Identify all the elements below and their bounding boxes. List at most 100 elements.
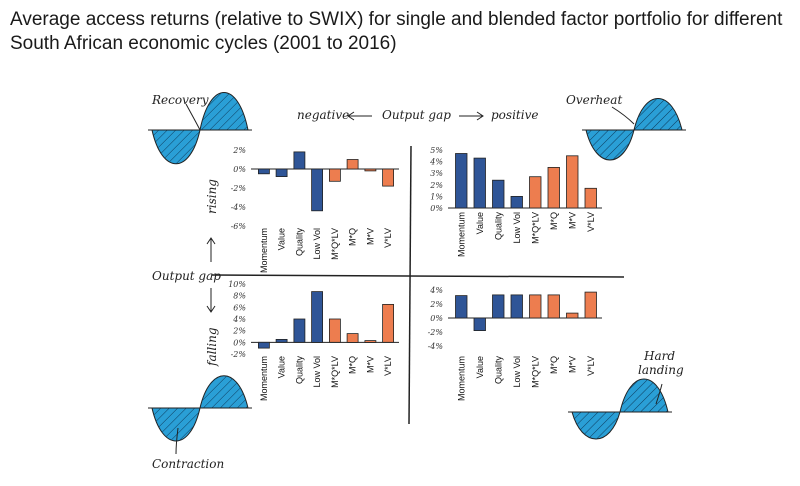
bar-overheat	[584, 187, 597, 209]
ytick-recovery: -4%	[231, 203, 247, 212]
recovery-wave-right-hatch	[200, 92, 248, 130]
bar-hard-landing	[584, 291, 597, 319]
bar-contraction	[293, 318, 306, 343]
horizontal-divider	[211, 274, 625, 278]
phase-label-contraction: Contraction	[152, 457, 224, 471]
bar-overheat	[473, 157, 486, 209]
bar-recovery	[311, 168, 324, 212]
label-output-gap-left: Output gap	[152, 269, 221, 283]
bar-contraction	[364, 340, 377, 343]
ytick-contraction: 6%	[233, 303, 246, 312]
arrow-down-left	[206, 288, 216, 313]
bar-overheat	[566, 155, 579, 209]
label-output-gap-top: Output gap	[382, 108, 451, 122]
recovery-illustration: Recovery	[148, 92, 252, 164]
ytick-hard-landing: -4%	[428, 342, 444, 351]
ytick-overheat: 3%	[430, 169, 443, 178]
overheat-wave-left-hatch	[586, 130, 634, 160]
bar-recovery	[346, 159, 359, 170]
category-label-hard-landing: Momentum	[456, 356, 466, 401]
bar-contraction	[346, 333, 359, 343]
phase-label-hard-landing-line1: Hard	[643, 349, 675, 363]
ytick-contraction: -2%	[231, 350, 247, 359]
contraction-wave-left-hatch	[152, 408, 200, 441]
category-label-contraction: Value	[277, 356, 287, 378]
category-label-contraction: Momentum	[259, 356, 269, 401]
bar-contraction	[257, 341, 270, 349]
panel-hard-landing: 4% 2% 0% -2% -4% Momentum Value Quality Low Vol M…	[428, 286, 602, 401]
bar-overheat	[455, 153, 468, 209]
ytick-hard-landing: -2%	[428, 328, 444, 337]
category-label-contraction: M*Q*LV	[330, 356, 340, 388]
category-label-contraction: M*Q	[348, 356, 358, 374]
category-label-hard-landing: M*V	[567, 356, 577, 373]
bar-recovery	[293, 151, 306, 170]
arrow-left-top	[347, 111, 372, 121]
category-label-contraction: V*LV	[383, 356, 393, 376]
bar-hard-landing	[455, 295, 468, 319]
category-label-hard-landing: M*Q	[549, 356, 559, 374]
category-label-hard-landing: Quality	[493, 356, 503, 385]
category-label-overheat: M*Q	[549, 212, 559, 230]
category-label-hard-landing: Low Vol	[512, 356, 522, 388]
overheat-wave-right-hatch	[634, 98, 682, 130]
bar-overheat	[492, 179, 505, 209]
bar-recovery	[364, 168, 377, 172]
category-label-recovery: Value	[277, 228, 287, 250]
bar-overheat	[529, 176, 542, 209]
bar-hard-landing	[510, 294, 523, 319]
vertical-divider	[408, 145, 412, 425]
label-rising: rising	[205, 179, 219, 214]
chart-title: Average access returns (relative to SWIX…	[10, 9, 783, 54]
bar-contraction	[311, 291, 324, 343]
category-label-recovery: M*V	[365, 228, 375, 245]
bar-hard-landing	[566, 312, 579, 319]
ytick-recovery: 0%	[233, 165, 246, 174]
label-falling: falling	[205, 327, 219, 367]
ytick-contraction: 4%	[232, 315, 246, 324]
category-label-recovery: Quality	[294, 228, 304, 257]
contraction-wave-right-hatch	[200, 375, 248, 408]
category-label-recovery: Low Vol	[312, 228, 322, 260]
ytick-hard-landing: 0%	[430, 314, 443, 323]
ytick-contraction: 2%	[232, 327, 246, 336]
bar-recovery	[257, 168, 270, 175]
contraction-illustration: Contraction	[148, 375, 252, 471]
ytick-recovery: -2%	[231, 184, 247, 193]
arrow-up-left	[206, 237, 216, 262]
ytick-hard-landing: 4%	[429, 286, 443, 295]
ytick-contraction: 10%	[228, 280, 246, 289]
category-label-overheat: V*LV	[586, 212, 596, 232]
ytick-overheat: 4%	[429, 158, 443, 167]
hard-landing-wave-right-hatch	[620, 379, 668, 412]
ytick-overheat: 0%	[430, 204, 443, 213]
contraction-pointer	[175, 427, 179, 455]
bar-recovery	[382, 168, 395, 187]
bar-contraction	[275, 338, 288, 343]
hard-landing-wave-left-hatch	[572, 412, 620, 439]
ytick-contraction: 8%	[233, 292, 246, 301]
category-label-overheat: M*V	[567, 212, 577, 229]
category-label-contraction: Quality	[294, 356, 304, 385]
bar-panels: 2% 0% -2% -4% -6% Momentum Value Quality Low Vol…	[228, 146, 602, 401]
ytick-recovery: -6%	[231, 222, 247, 231]
category-label-recovery: Momentum	[259, 228, 269, 273]
category-label-overheat: Low Vol	[512, 212, 522, 244]
bar-contraction	[382, 303, 395, 343]
bar-hard-landing	[473, 317, 486, 332]
category-label-contraction: Low Vol	[312, 356, 322, 388]
ytick-contraction: 0%	[233, 338, 246, 347]
bar-recovery	[275, 168, 288, 177]
ytick-overheat: 1%	[430, 192, 443, 201]
category-label-overheat: M*Q*LV	[530, 212, 540, 244]
category-label-overheat: Value	[475, 212, 485, 234]
category-label-hard-landing: M*Q*LV	[530, 356, 540, 388]
category-label-hard-landing: Value	[475, 356, 485, 378]
hard-landing-illustration: Hard landing	[568, 349, 684, 440]
bar-overheat	[547, 166, 560, 209]
bar-overheat	[510, 195, 523, 209]
bar-hard-landing	[529, 294, 542, 319]
category-label-recovery: M*Q*LV	[330, 228, 340, 260]
label-negative: negative	[297, 108, 349, 122]
recovery-wave-left-hatch	[152, 130, 200, 164]
